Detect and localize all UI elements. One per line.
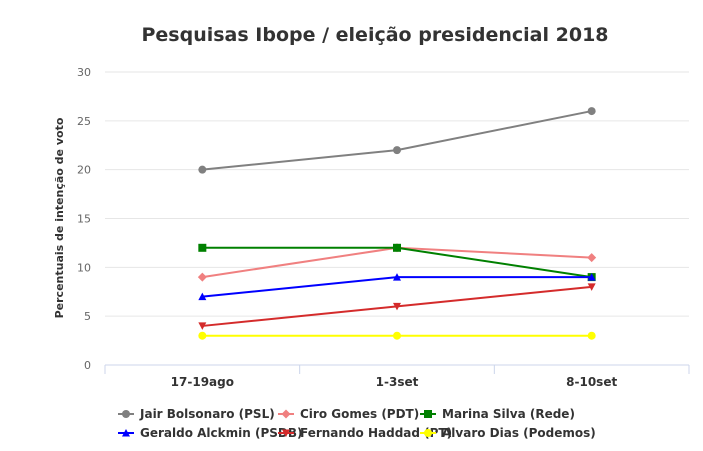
y-tick-label: 25 [77, 115, 91, 128]
data-point [197, 272, 207, 282]
y-tick-label: 5 [84, 310, 91, 323]
data-point [393, 273, 401, 281]
legend-symbol [122, 429, 130, 437]
data-point [393, 302, 401, 311]
y-tick-label: 0 [84, 359, 91, 372]
series-1 [198, 107, 596, 174]
data-point [393, 331, 401, 340]
x-tick-label: 8-10set [566, 375, 617, 389]
legend-label: Ciro Gomes (PDT) [300, 407, 419, 421]
legend-item[interactable]: Jair Bolsonaro (PSL) [118, 407, 275, 421]
data-point [587, 107, 596, 116]
data-point [587, 273, 596, 281]
axes: 0 5 10 15 20 25 30 17-19ago 1-3set 8-10set [77, 66, 690, 389]
chart-title: Pesquisas Ibope / eleição presidencial 2… [141, 24, 608, 46]
legend-item[interactable]: Ciro Gomes (PDT) [278, 407, 419, 421]
data-point [198, 243, 207, 252]
series-6 [198, 331, 596, 340]
series-5 [198, 283, 596, 330]
data-point [587, 253, 597, 263]
data-point [198, 292, 207, 301]
legend-label: Alvaro Dias (Podemos) [442, 426, 596, 440]
y-tick-label: 10 [77, 261, 91, 274]
series-line [202, 110, 592, 171]
series [197, 107, 597, 340]
legend-label: Fernando Haddad (PT) [300, 426, 452, 440]
data-point [393, 146, 401, 155]
legend-item[interactable]: Alvaro Dias (Podemos) [420, 426, 596, 440]
y-tick-label: 15 [77, 213, 91, 226]
series-4 [198, 273, 596, 301]
x-tick-label: 1-3set [376, 375, 419, 389]
data-point [587, 331, 596, 340]
legend-symbol [122, 410, 130, 418]
data-point [198, 165, 207, 174]
legend-item[interactable]: Fernando Haddad (PT) [278, 426, 452, 440]
y-tick-label: 30 [77, 66, 91, 79]
data-point [198, 322, 207, 330]
y-axis-label: Percentuais de intenção de voto [53, 117, 66, 318]
data-point [587, 283, 596, 291]
y-tick-label: 20 [77, 164, 91, 177]
data-point [393, 243, 401, 252]
legend-label: Marina Silva (Rede) [442, 407, 575, 421]
legend-item[interactable]: Marina Silva (Rede) [420, 407, 575, 421]
legend-item[interactable]: Geraldo Alckmin (PSDB) [118, 426, 302, 440]
legend[interactable]: Jair Bolsonaro (PSL) Ciro Gomes (PDT) Mari… [118, 407, 596, 440]
legend-symbol [424, 429, 432, 437]
data-point [198, 331, 207, 340]
legend-symbol [281, 409, 291, 419]
x-tick-label: 17-19ago [171, 375, 234, 389]
legend-symbol [424, 410, 432, 418]
legend-label: Geraldo Alckmin (PSDB) [140, 426, 302, 440]
legend-symbol [282, 429, 290, 437]
legend-label: Jair Bolsonaro (PSL) [139, 407, 275, 421]
